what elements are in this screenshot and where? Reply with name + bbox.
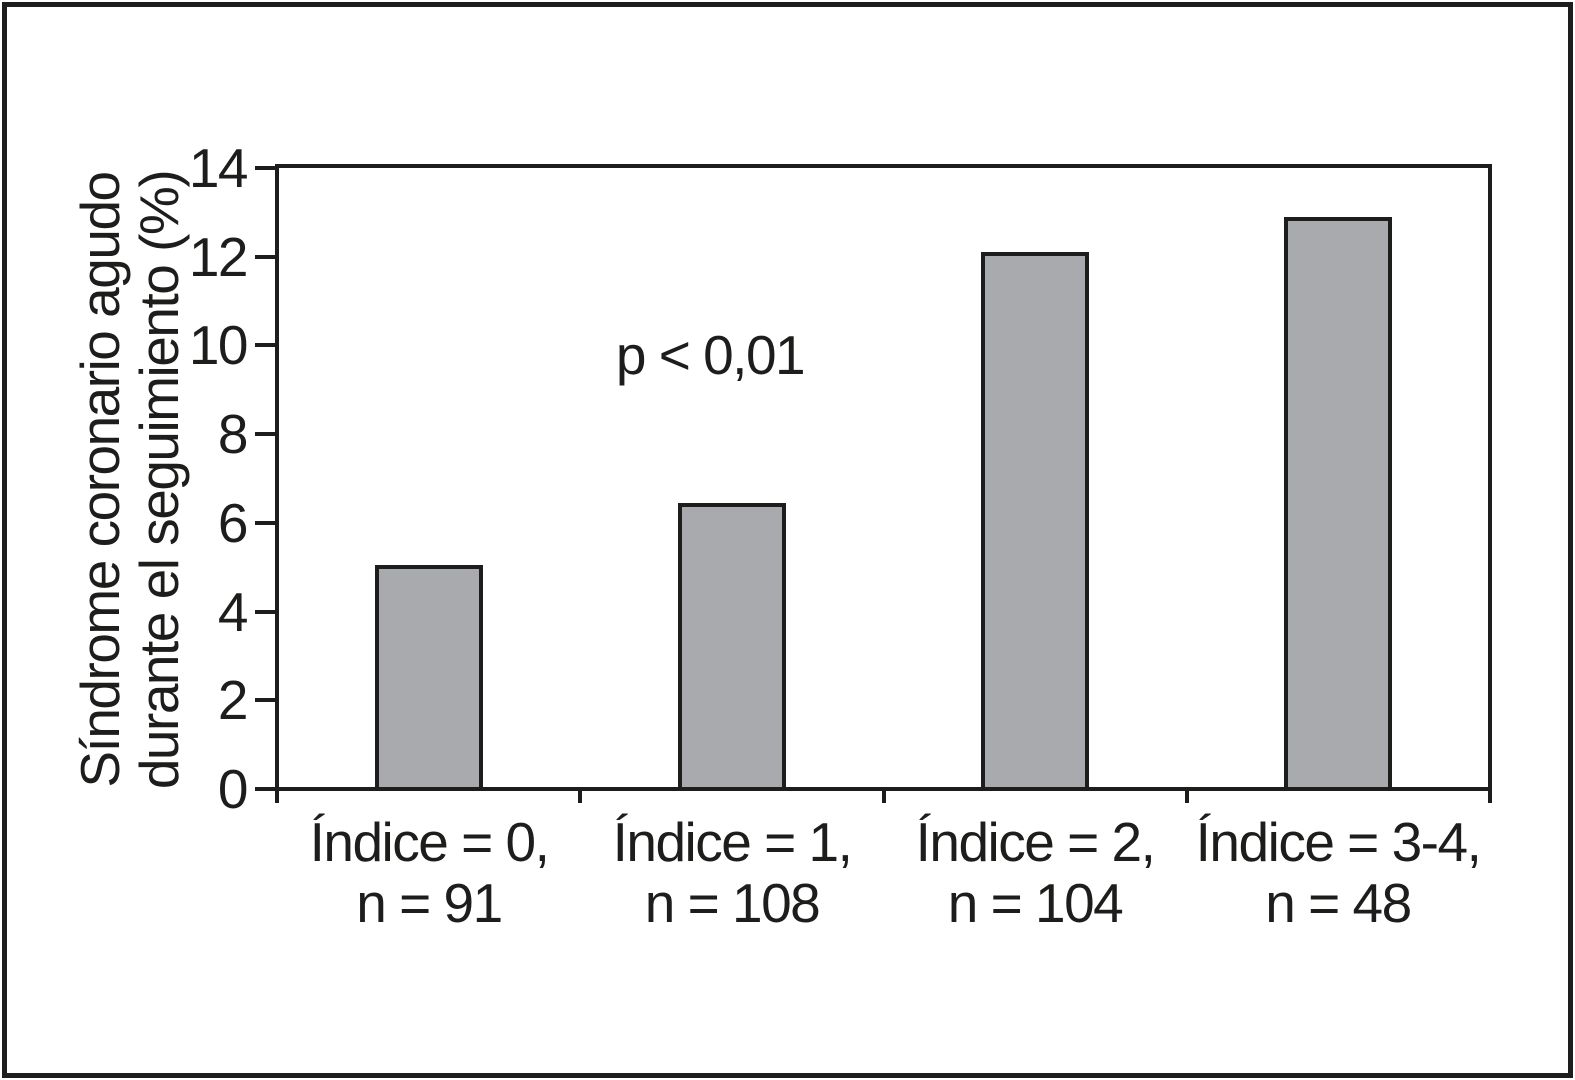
x-category-label-2: Índice = 2, n = 104 [915,811,1156,934]
x-tick [882,789,886,803]
y-tick-label: 8 [217,403,249,465]
x-category-label-0: Índice = 0, n = 91 [309,811,550,934]
y-tick [255,787,279,791]
x-tick [1488,789,1492,803]
bar-indice-2 [981,252,1089,791]
y-tick-label: 14 [188,137,249,199]
y-tick [255,343,279,347]
bar-indice-3 [1284,217,1392,791]
y-tick-label: 12 [188,226,249,288]
y-tick [255,610,279,614]
x-category-label-3: Índice = 3-4, n = 48 [1195,811,1482,934]
y-tick [255,255,279,259]
y-tick-label: 10 [188,314,249,376]
bar-indice-1 [678,503,786,791]
y-tick [255,521,279,525]
y-tick-label: 0 [217,758,249,820]
y-tick-label: 6 [217,492,249,554]
y-tick [255,698,279,702]
y-tick [255,432,279,436]
y-tick [255,166,279,170]
x-tick [578,789,582,803]
p-value-annotation: p < 0,01 [615,324,806,386]
x-tick [1185,789,1189,803]
x-category-label-1: Índice = 1, n = 108 [612,811,853,934]
bar-indice-0 [375,565,483,791]
x-tick [275,789,279,803]
y-tick-label: 2 [217,669,249,731]
y-tick-label: 4 [217,581,249,643]
